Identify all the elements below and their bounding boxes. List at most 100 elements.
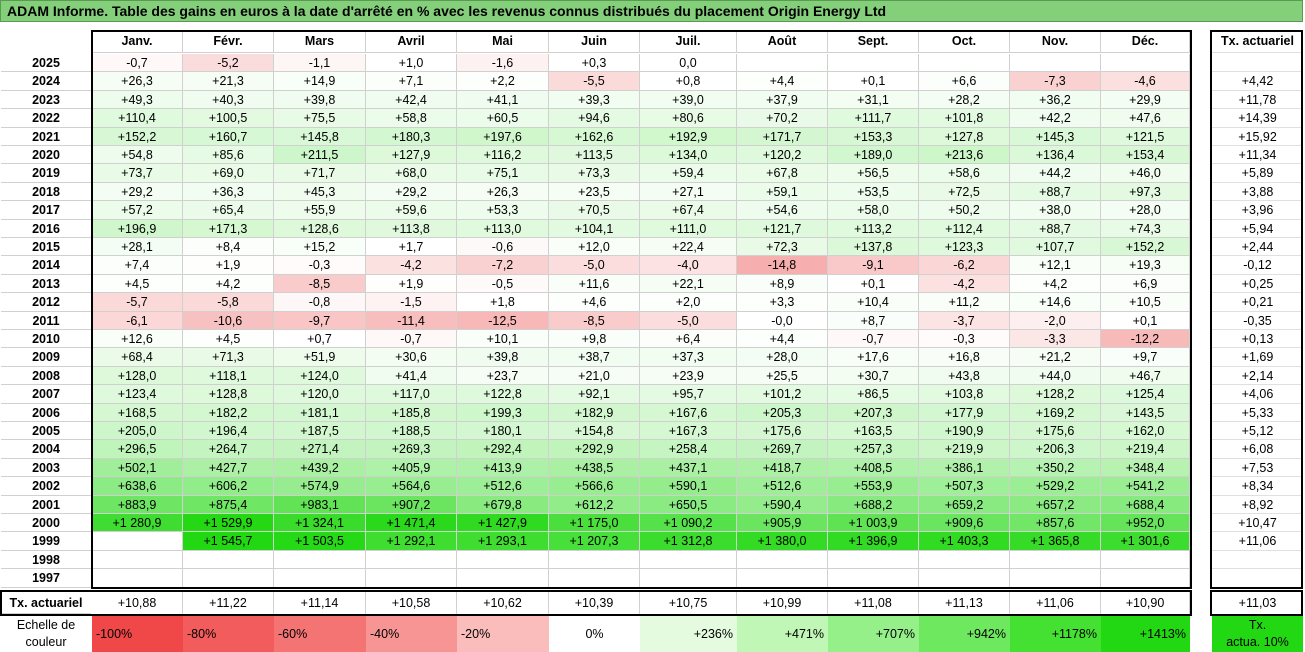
- gain-cell: +512,6: [457, 477, 549, 496]
- actuarial-rate: +0,13: [1212, 330, 1303, 349]
- year-label: 1998: [1, 551, 91, 570]
- year-label: 2003: [1, 459, 91, 478]
- gain-cell: +0,1: [1101, 311, 1190, 330]
- gain-cell: +292,4: [457, 440, 549, 459]
- actuarial-rate: +14,39: [1212, 109, 1303, 128]
- gain-cell: +4,4: [737, 72, 828, 91]
- gain-cell: +0,3: [549, 54, 640, 73]
- year-label: 2005: [1, 422, 91, 441]
- gain-cell: +118,1: [183, 366, 274, 386]
- year-label: 2007: [1, 385, 91, 404]
- gain-cell: +41,4: [366, 366, 457, 386]
- gain-cell: +94,6: [549, 109, 640, 128]
- gain-cell: +187,5: [274, 422, 366, 441]
- gain-cell: +59,4: [640, 164, 737, 183]
- gain-cell: +29,2: [366, 182, 457, 202]
- gain-cell: +171,7: [737, 127, 828, 146]
- gain-cell: +574,9: [274, 477, 366, 496]
- gain-cell: +650,5: [640, 495, 737, 514]
- gain-cell: +7,1: [366, 72, 457, 91]
- gain-cell: +112,4: [919, 219, 1010, 238]
- gain-cell: +1 471,4: [366, 514, 457, 533]
- table-row: 2019 +73,7 +69,0 +71,7 +68,0 +75,1 +73,3 +59,4 +…: [0, 164, 1305, 183]
- gain-cell: [183, 569, 274, 588]
- gain-cell: +196,9: [92, 219, 183, 238]
- gain-cell: +30,6: [366, 348, 457, 367]
- gain-cell: +507,3: [919, 477, 1010, 496]
- gain-cell: [640, 550, 737, 570]
- year-label: 2004: [1, 440, 91, 459]
- gain-cell: +127,8: [919, 127, 1010, 146]
- gain-cell: 0,0: [640, 54, 737, 73]
- legend-label-line: Echelle de: [16, 618, 76, 632]
- gain-cell: +162,6: [549, 127, 640, 146]
- gain-cell: +2,0: [640, 293, 737, 312]
- gain-cell: +408,5: [828, 458, 919, 478]
- actuarial-rate: +5,94: [1212, 220, 1303, 238]
- gain-cell: +219,9: [919, 440, 1010, 459]
- gain-cell: +271,4: [274, 440, 366, 459]
- footer-rate: +10,88: [92, 591, 183, 614]
- gain-cell: +38,0: [1010, 201, 1101, 220]
- gain-cell: [737, 550, 828, 570]
- table-row: 2009 +68,4 +71,3 +51,9 +30,6 +39,8 +38,7 +37,3 +…: [0, 348, 1305, 367]
- gain-cell: +909,6: [919, 514, 1010, 533]
- year-label: 2020: [1, 146, 91, 165]
- actuarial-rate: -0,35: [1212, 312, 1303, 330]
- gain-cell: [457, 569, 549, 588]
- gain-cell: +9,8: [549, 330, 640, 349]
- gain-cell: +58,8: [366, 109, 457, 128]
- year-label: 2009: [1, 348, 91, 367]
- gain-cell: +6,9: [1101, 274, 1190, 294]
- gain-cell: -4,0: [640, 256, 737, 275]
- gain-cell: +65,4: [183, 201, 274, 220]
- gain-cell: +117,0: [366, 385, 457, 404]
- footer-rate: +11,06: [1010, 591, 1101, 614]
- gain-cell: +39,8: [457, 348, 549, 367]
- gain-cell: +1,9: [366, 274, 457, 294]
- footer-rate: +10,62: [457, 591, 549, 614]
- gain-cell: +41,1: [457, 90, 549, 110]
- actuarial-rate: +6,08: [1212, 440, 1303, 459]
- year-label: 2015: [1, 238, 91, 257]
- gain-cell: +110,4: [92, 109, 183, 128]
- gain-cell: +1 280,9: [92, 514, 183, 533]
- legend-swatch: 0%: [549, 616, 640, 652]
- gain-cell: +211,5: [274, 146, 366, 165]
- year-label: 2008: [1, 367, 91, 386]
- gain-cell: +606,2: [183, 477, 274, 496]
- gain-cell: +73,7: [92, 164, 183, 183]
- gain-cell: +185,8: [366, 403, 457, 422]
- gain-cell: [737, 54, 828, 73]
- gain-cell: +163,5: [828, 422, 919, 441]
- actuarial-rate: -0,12: [1212, 256, 1303, 275]
- table-row: 2004 +296,5 +264,7 +271,4 +269,3 +292,4 +292,9…: [0, 440, 1305, 459]
- gain-cell: +167,3: [640, 422, 737, 441]
- gain-cell: +167,6: [640, 403, 737, 422]
- gain-cell: -10,6: [183, 311, 274, 330]
- gain-cell: -0,3: [919, 330, 1010, 349]
- gain-cell: +120,0: [274, 385, 366, 404]
- table-row: 2025 -0,7 -5,2 -1,1 +1,0 -1,6 +0,3 0,0: [0, 54, 1305, 73]
- month-header: Août: [737, 30, 828, 53]
- gain-cell: +257,3: [828, 440, 919, 459]
- actuarial-rate: +8,92: [1212, 496, 1303, 514]
- gain-cell: +1 207,3: [549, 532, 640, 551]
- year-label: 2016: [1, 220, 91, 238]
- gain-cell: +199,3: [457, 403, 549, 422]
- gain-cell: +12,0: [549, 238, 640, 257]
- gain-cell: +23,5: [549, 182, 640, 202]
- footer-rate: +10,58: [366, 591, 457, 614]
- gain-cell: [1010, 54, 1101, 73]
- gain-cell: +37,9: [737, 90, 828, 110]
- gain-cell: +28,2: [919, 90, 1010, 110]
- gain-cell: +612,2: [549, 495, 640, 514]
- gain-cell: +53,5: [828, 182, 919, 202]
- gain-cell: +350,2: [1010, 458, 1101, 478]
- gain-cell: +69,0: [183, 164, 274, 183]
- gain-cell: -12,2: [1101, 330, 1190, 349]
- gain-cell: +40,3: [183, 90, 274, 110]
- gain-cell: +437,1: [640, 458, 737, 478]
- actuarial-rate: +2,44: [1212, 238, 1303, 257]
- gain-cell: +123,3: [919, 238, 1010, 257]
